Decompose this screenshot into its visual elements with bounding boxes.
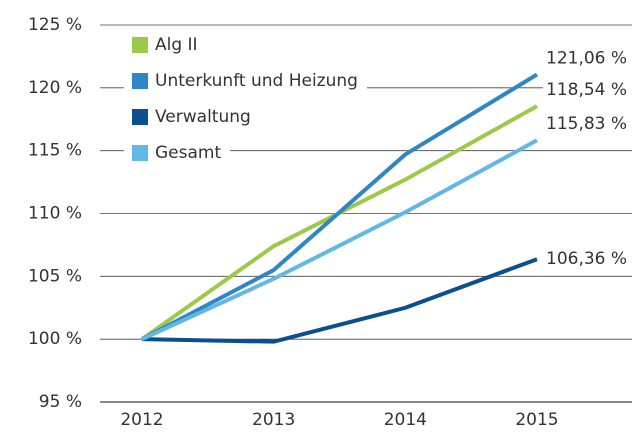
data-label: 121,06 % — [546, 49, 627, 69]
legend-label: Unterkunft und Heizung — [155, 71, 358, 91]
label-bg — [543, 79, 632, 102]
data-label: 115,83 % — [546, 114, 627, 134]
series-line — [141, 72, 539, 341]
legend-item: Unterkunft und Heizung — [124, 69, 367, 93]
legend-swatch — [132, 73, 148, 89]
legend-item: Verwaltung — [124, 105, 260, 129]
label-bg — [543, 248, 632, 271]
legend-label: Verwaltung — [155, 107, 251, 127]
legend-item: Alg II — [124, 33, 207, 57]
y-tick-label: 105 % — [28, 266, 82, 286]
x-tick-label: 2013 — [252, 410, 295, 430]
y-tick-label: 110 % — [28, 204, 82, 224]
legend-swatch — [132, 109, 148, 125]
legend-swatch — [132, 37, 148, 53]
series-line — [141, 257, 538, 344]
x-tick-label: 2014 — [384, 410, 427, 430]
y-tick-label: 120 % — [28, 78, 82, 98]
y-tick-label: 100 % — [28, 329, 82, 349]
legend-item: Gesamt — [124, 141, 231, 165]
series-line — [141, 138, 538, 341]
label-bg — [543, 113, 632, 136]
legend-swatch — [132, 145, 148, 161]
data-label: 118,54 % — [546, 80, 627, 100]
label-bg — [543, 47, 632, 70]
data-label: 106,36 % — [546, 249, 627, 269]
legend-label: Gesamt — [155, 143, 221, 163]
legend-label: Alg II — [155, 35, 198, 55]
x-tick-label: 2012 — [120, 410, 163, 430]
legend-bg — [124, 69, 367, 93]
y-tick-label: 95 % — [39, 392, 82, 412]
y-tick-label: 115 % — [28, 141, 82, 161]
y-tick-label: 125 % — [28, 15, 82, 35]
x-tick-label: 2015 — [515, 410, 558, 430]
